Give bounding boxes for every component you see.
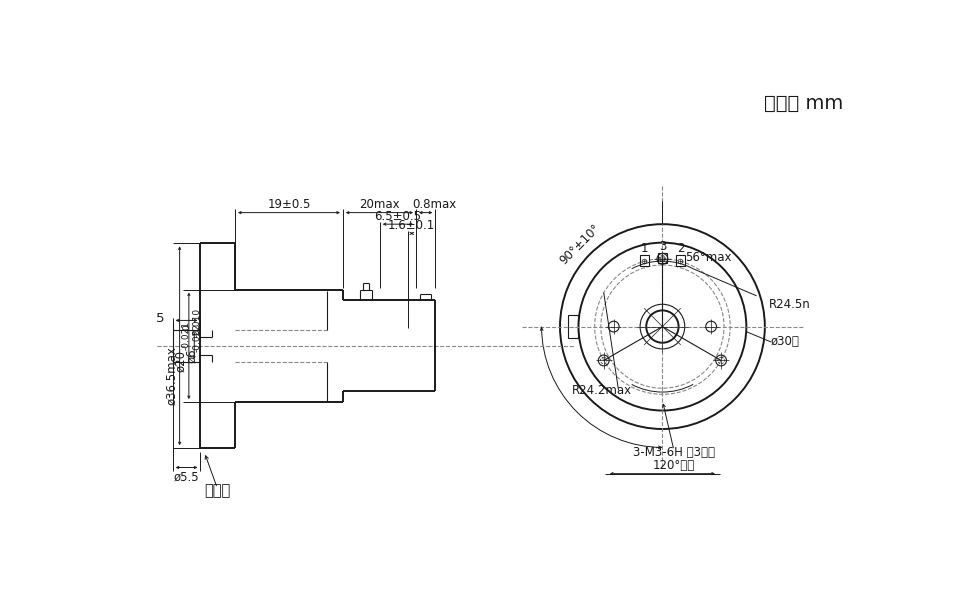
Text: -0.022: -0.022 (192, 323, 201, 352)
Text: 6.5±0.5: 6.5±0.5 (374, 210, 421, 223)
Text: 19±0.5: 19±0.5 (267, 199, 311, 211)
Text: R24.5n: R24.5n (769, 298, 810, 310)
Text: 1.6±0.1: 1.6±0.1 (388, 219, 435, 232)
Text: 3-M3-6H 淵3以上: 3-M3-6H 淵3以上 (633, 446, 715, 458)
Text: 0: 0 (182, 325, 191, 330)
Bar (658, 252, 667, 263)
Text: 3: 3 (659, 240, 666, 253)
Text: 1: 1 (641, 242, 649, 255)
Text: 120°等分: 120°等分 (652, 460, 695, 472)
Text: -0.021: -0.021 (182, 321, 191, 350)
Bar (567, 315, 579, 338)
Text: ø36.5max: ø36.5max (166, 346, 178, 405)
Text: ø6: ø6 (186, 348, 198, 363)
Text: ø5.5: ø5.5 (173, 471, 199, 483)
Text: ø30：: ø30： (771, 335, 800, 349)
Text: 2: 2 (677, 242, 684, 255)
Text: 单位： mm: 单位： mm (764, 94, 843, 113)
Bar (677, 255, 684, 266)
Text: 20max: 20max (359, 199, 400, 211)
Text: R24.2max: R24.2max (572, 384, 632, 397)
Text: 安装面: 安装面 (204, 483, 230, 498)
Text: ø20: ø20 (174, 350, 188, 373)
Bar (640, 255, 649, 266)
Text: 56°max: 56°max (685, 251, 732, 264)
Text: 5: 5 (156, 312, 165, 326)
Text: -0.010: -0.010 (192, 307, 201, 336)
Text: 0.8max: 0.8max (412, 199, 457, 211)
Text: 90°±10°: 90°±10° (558, 222, 603, 267)
